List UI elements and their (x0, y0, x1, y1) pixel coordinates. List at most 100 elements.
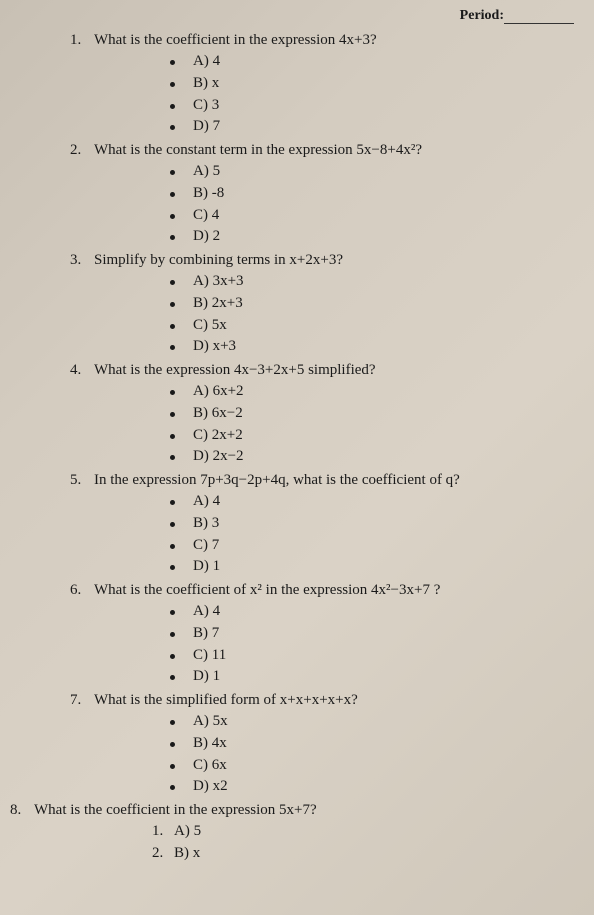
option-row: C) 4 (170, 205, 574, 227)
option-row: B) 4x (170, 733, 574, 755)
option-text: D) 2x−2 (193, 446, 244, 468)
question-text: What is the coefficient of x² in the exp… (94, 580, 440, 601)
option-text: C) 5x (193, 315, 227, 337)
option-text: B) -8 (193, 183, 224, 205)
option-text: B) x (193, 73, 219, 95)
questions-container: 1.What is the coefficient in the express… (40, 10, 574, 865)
options-list: A) 4B) xC) 3D) 7 (170, 51, 574, 138)
option-number: 1. (152, 821, 174, 843)
option-text: D) 2 (193, 226, 220, 248)
question-text: What is the expression 4x−3+2x+5 simplif… (94, 360, 376, 381)
bullet-icon (170, 390, 175, 395)
bullet-icon (170, 345, 175, 350)
question-text: What is the coefficient in the expressio… (34, 800, 317, 821)
options-list: A) 5xB) 4xC) 6xD) x2 (170, 711, 574, 798)
question-block: 3.Simplify by combining terms in x+2x+3?… (40, 250, 574, 358)
option-row: B) 3 (170, 513, 574, 535)
question-text-row: 5.In the expression 7p+3q−2p+4q, what is… (70, 470, 574, 491)
question-text-row: 1.What is the coefficient in the express… (70, 30, 574, 51)
option-text: D) 1 (193, 666, 220, 688)
option-text: A) 4 (193, 51, 220, 73)
options-list: A) 4B) 3C) 7D) 1 (170, 491, 574, 578)
period-label: Period: (460, 8, 574, 24)
bullet-icon (170, 302, 175, 307)
bullet-icon (170, 654, 175, 659)
bullet-icon (170, 720, 175, 725)
question-block: 1.What is the coefficient in the express… (40, 30, 574, 138)
option-row: A) 4 (170, 491, 574, 513)
option-text: B) 4x (193, 733, 227, 755)
bullet-icon (170, 60, 175, 65)
option-text: A) 3x+3 (193, 271, 244, 293)
option-text: B) 7 (193, 623, 219, 645)
bullet-icon (170, 192, 175, 197)
question-text: What is the simplified form of x+x+x+x+x… (94, 690, 358, 711)
option-row: B) 2x+3 (170, 293, 574, 315)
option-row: C) 6x (170, 755, 574, 777)
question-text-row: 6.What is the coefficient of x² in the e… (70, 580, 574, 601)
option-text: D) x+3 (193, 336, 236, 358)
period-blank-line (504, 23, 574, 24)
bullet-icon (170, 455, 175, 460)
question-text-row: 7.What is the simplified form of x+x+x+x… (70, 690, 574, 711)
option-row: C) 2x+2 (170, 425, 574, 447)
option-text: C) 2x+2 (193, 425, 243, 447)
option-row: A) 4 (170, 51, 574, 73)
option-text: B) 3 (193, 513, 219, 535)
option-text: B) 2x+3 (193, 293, 243, 315)
question-block: 4.What is the expression 4x−3+2x+5 simpl… (40, 360, 574, 468)
question-block: 7.What is the simplified form of x+x+x+x… (40, 690, 574, 798)
bullet-icon (170, 235, 175, 240)
question-number: 3. (70, 250, 94, 271)
option-row: D) x2 (170, 776, 574, 798)
bullet-icon (170, 565, 175, 570)
question-text-row: 3.Simplify by combining terms in x+2x+3? (70, 250, 574, 271)
option-text: A) 6x+2 (193, 381, 244, 403)
option-text: A) 5x (193, 711, 228, 733)
option-text: D) 1 (193, 556, 220, 578)
bullet-icon (170, 742, 175, 747)
option-text: B) 6x−2 (193, 403, 243, 425)
bullet-icon (170, 324, 175, 329)
question-number: 5. (70, 470, 94, 491)
question-number: 2. (70, 140, 94, 161)
question-text: What is the coefficient in the expressio… (94, 30, 377, 51)
option-number: 2. (152, 843, 174, 865)
option-row: A) 3x+3 (170, 271, 574, 293)
question-text-row: 2.What is the constant term in the expre… (70, 140, 574, 161)
options-list: A) 6x+2B) 6x−2C) 2x+2D) 2x−2 (170, 381, 574, 468)
question-number: 4. (70, 360, 94, 381)
bullet-icon (170, 764, 175, 769)
bullet-icon (170, 280, 175, 285)
option-row: 1.A) 5 (152, 821, 574, 843)
option-text: C) 6x (193, 755, 227, 777)
option-row: D) x+3 (170, 336, 574, 358)
option-text: B) x (174, 843, 200, 865)
bullet-icon (170, 82, 175, 87)
option-text: C) 4 (193, 205, 219, 227)
question-block: 6.What is the coefficient of x² in the e… (40, 580, 574, 688)
option-row: D) 2 (170, 226, 574, 248)
option-row: B) 6x−2 (170, 403, 574, 425)
bullet-icon (170, 170, 175, 175)
question-text: What is the constant term in the express… (94, 140, 422, 161)
bullet-icon (170, 500, 175, 505)
bullet-icon (170, 544, 175, 549)
period-text: Period: (460, 8, 504, 23)
option-row: A) 4 (170, 601, 574, 623)
option-row: B) 7 (170, 623, 574, 645)
question-number: 1. (70, 30, 94, 51)
option-text: C) 11 (193, 645, 226, 667)
option-text: A) 4 (193, 491, 220, 513)
bullet-icon (170, 214, 175, 219)
bullet-icon (170, 675, 175, 680)
option-row: B) x (170, 73, 574, 95)
bullet-icon (170, 522, 175, 527)
option-text: A) 5 (174, 821, 201, 843)
options-list: 1.A) 52.B) x (152, 821, 574, 865)
option-row: B) -8 (170, 183, 574, 205)
option-row: 2.B) x (152, 843, 574, 865)
option-row: C) 3 (170, 95, 574, 117)
option-row: C) 11 (170, 645, 574, 667)
options-list: A) 3x+3B) 2x+3C) 5xD) x+3 (170, 271, 574, 358)
